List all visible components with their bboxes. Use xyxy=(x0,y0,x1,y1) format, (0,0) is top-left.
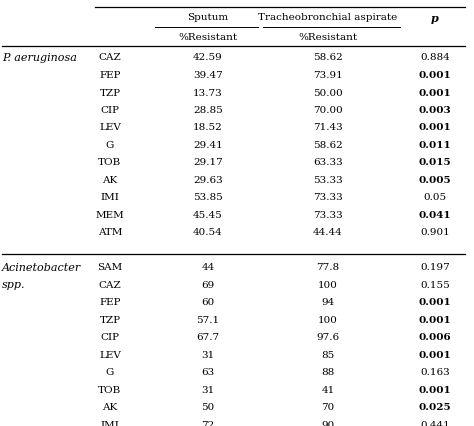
Text: 77.8: 77.8 xyxy=(317,263,339,272)
Text: 50.00: 50.00 xyxy=(313,88,343,97)
Text: TOB: TOB xyxy=(99,385,122,394)
Text: 0.001: 0.001 xyxy=(419,298,451,307)
Text: 60: 60 xyxy=(201,298,215,307)
Text: 70: 70 xyxy=(321,403,335,412)
Text: 63.33: 63.33 xyxy=(313,158,343,167)
Text: 0.001: 0.001 xyxy=(419,71,451,80)
Text: TZP: TZP xyxy=(100,315,120,324)
Text: Tracheobronchial aspirate: Tracheobronchial aspirate xyxy=(258,14,398,23)
Text: 40.54: 40.54 xyxy=(193,228,223,237)
Text: 0.001: 0.001 xyxy=(419,123,451,132)
Text: 67.7: 67.7 xyxy=(196,333,219,342)
Text: 100: 100 xyxy=(318,280,338,289)
Text: 63: 63 xyxy=(201,368,215,377)
Text: 31: 31 xyxy=(201,385,215,394)
Text: TOB: TOB xyxy=(99,158,122,167)
Text: 72: 72 xyxy=(201,420,215,426)
Text: G: G xyxy=(106,141,114,150)
Text: 69: 69 xyxy=(201,280,215,289)
Text: 50: 50 xyxy=(201,403,215,412)
Text: 0.006: 0.006 xyxy=(419,333,451,342)
Text: %Resistant: %Resistant xyxy=(178,32,237,41)
Text: 94: 94 xyxy=(321,298,335,307)
Text: 0.05: 0.05 xyxy=(423,193,447,202)
Text: 58.62: 58.62 xyxy=(313,141,343,150)
Text: 0.003: 0.003 xyxy=(419,106,451,115)
Text: 0.441: 0.441 xyxy=(420,420,450,426)
Text: P. aeruginosa: P. aeruginosa xyxy=(2,53,77,63)
Text: 44.44: 44.44 xyxy=(313,228,343,237)
Text: MEM: MEM xyxy=(96,210,124,219)
Text: 13.73: 13.73 xyxy=(193,88,223,97)
Text: AK: AK xyxy=(102,176,118,184)
Text: 29.63: 29.63 xyxy=(193,176,223,184)
Text: 73.33: 73.33 xyxy=(313,193,343,202)
Text: 0.025: 0.025 xyxy=(419,403,451,412)
Text: 0.901: 0.901 xyxy=(420,228,450,237)
Text: 18.52: 18.52 xyxy=(193,123,223,132)
Text: ATM: ATM xyxy=(98,228,122,237)
Text: 0.155: 0.155 xyxy=(420,280,450,289)
Text: 42.59: 42.59 xyxy=(193,53,223,62)
Text: 0.001: 0.001 xyxy=(419,315,451,324)
Text: 100: 100 xyxy=(318,315,338,324)
Text: 71.43: 71.43 xyxy=(313,123,343,132)
Text: 53.33: 53.33 xyxy=(313,176,343,184)
Text: CIP: CIP xyxy=(100,106,119,115)
Text: spp.: spp. xyxy=(2,280,26,290)
Text: 0.001: 0.001 xyxy=(419,350,451,359)
Text: 88: 88 xyxy=(321,368,335,377)
Text: FEP: FEP xyxy=(99,71,121,80)
Text: 0.001: 0.001 xyxy=(419,88,451,97)
Text: 0.041: 0.041 xyxy=(419,210,451,219)
Text: 0.011: 0.011 xyxy=(419,141,451,150)
Text: 0.197: 0.197 xyxy=(420,263,450,272)
Text: 31: 31 xyxy=(201,350,215,359)
Text: Sputum: Sputum xyxy=(187,14,228,23)
Text: 39.47: 39.47 xyxy=(193,71,223,80)
Text: 53.85: 53.85 xyxy=(193,193,223,202)
Text: CAZ: CAZ xyxy=(99,280,121,289)
Text: 45.45: 45.45 xyxy=(193,210,223,219)
Text: 0.884: 0.884 xyxy=(420,53,450,62)
Text: 70.00: 70.00 xyxy=(313,106,343,115)
Text: FEP: FEP xyxy=(99,298,121,307)
Text: p: p xyxy=(431,12,439,23)
Text: 0.001: 0.001 xyxy=(419,385,451,394)
Text: CIP: CIP xyxy=(100,333,119,342)
Text: 73.33: 73.33 xyxy=(313,210,343,219)
Text: 0.005: 0.005 xyxy=(419,176,451,184)
Text: G: G xyxy=(106,368,114,377)
Text: 0.163: 0.163 xyxy=(420,368,450,377)
Text: 29.17: 29.17 xyxy=(193,158,223,167)
Text: LEV: LEV xyxy=(99,123,121,132)
Text: 57.1: 57.1 xyxy=(196,315,219,324)
Text: 0.015: 0.015 xyxy=(419,158,451,167)
Text: 44: 44 xyxy=(201,263,215,272)
Text: IMI: IMI xyxy=(100,420,119,426)
Text: 41: 41 xyxy=(321,385,335,394)
Text: 90: 90 xyxy=(321,420,335,426)
Text: TZP: TZP xyxy=(100,88,120,97)
Text: 73.91: 73.91 xyxy=(313,71,343,80)
Text: %Resistant: %Resistant xyxy=(299,32,357,41)
Text: Acinetobacter: Acinetobacter xyxy=(2,262,81,272)
Text: LEV: LEV xyxy=(99,350,121,359)
Text: CAZ: CAZ xyxy=(99,53,121,62)
Text: 58.62: 58.62 xyxy=(313,53,343,62)
Text: AK: AK xyxy=(102,403,118,412)
Text: 29.41: 29.41 xyxy=(193,141,223,150)
Text: IMI: IMI xyxy=(100,193,119,202)
Text: 28.85: 28.85 xyxy=(193,106,223,115)
Text: 97.6: 97.6 xyxy=(317,333,339,342)
Text: 85: 85 xyxy=(321,350,335,359)
Text: SAM: SAM xyxy=(97,263,123,272)
